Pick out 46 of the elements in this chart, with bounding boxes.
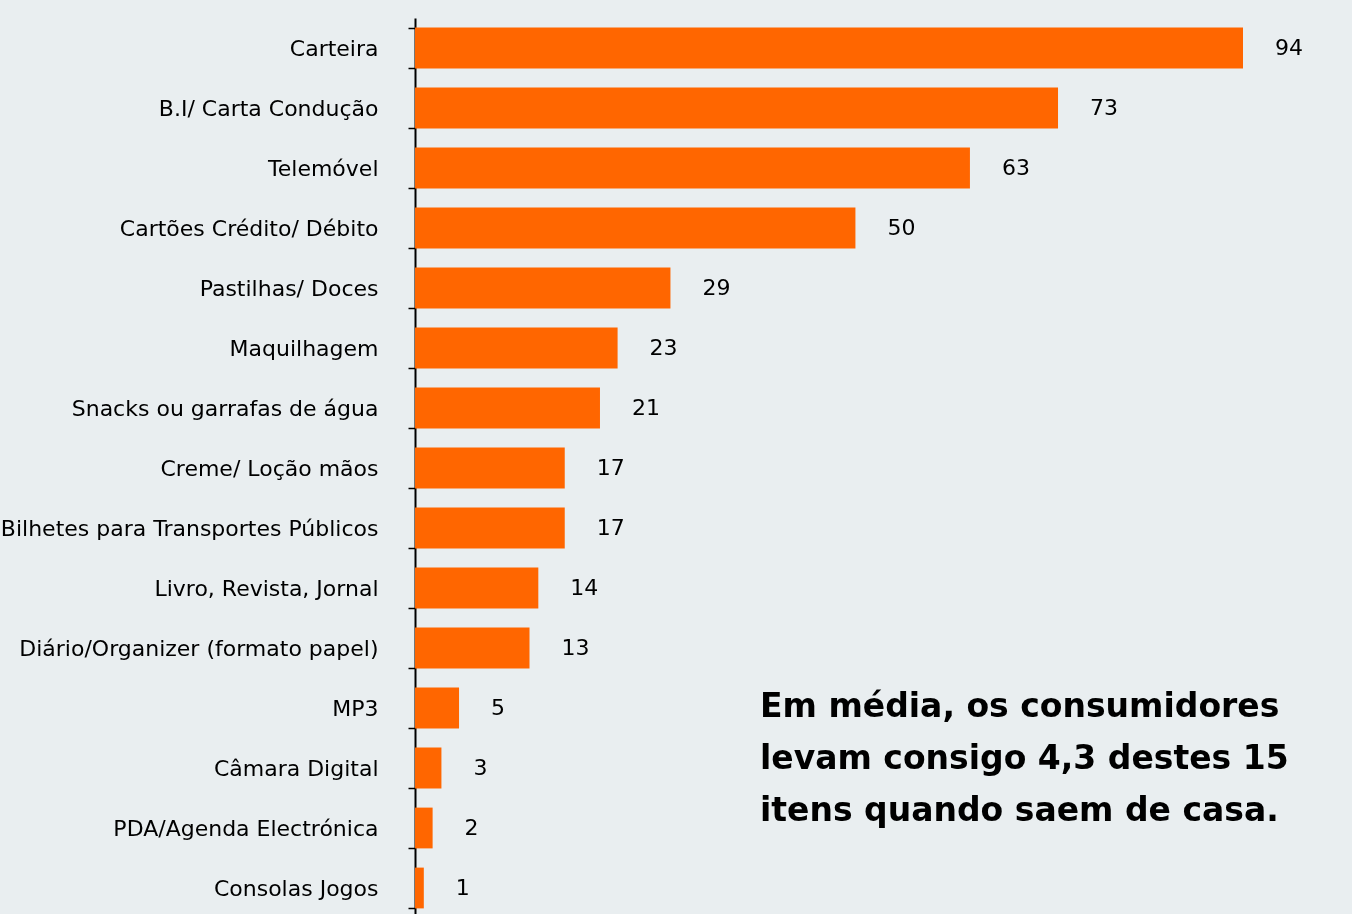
y-tick-label: Diário/Organizer (formato papel): [19, 635, 379, 661]
data-label: 23: [649, 335, 678, 360]
data-label: 17: [596, 455, 625, 480]
y-tick-label: B.I/ Carta Condução: [158, 95, 379, 121]
bar: [415, 387, 600, 429]
bar: [415, 207, 856, 249]
y-tick-label: Snacks ou garrafas de água: [71, 395, 379, 421]
annotation: Em média, os consumidores levam consigo 4,3 destes 15 itens quando saem de casa.: [760, 685, 1290, 831]
y-tick-label: Creme/ Loção mãos: [160, 455, 379, 481]
y-tick-label: Telemóvel: [267, 155, 379, 181]
data-label: 5: [491, 695, 506, 720]
bar: [415, 627, 530, 669]
y-tick-label: MP3: [332, 695, 379, 721]
bar: [415, 447, 565, 489]
bar: [415, 807, 433, 849]
bar: [415, 507, 565, 549]
bar: [415, 147, 970, 189]
bar: [415, 27, 1243, 69]
data-label: 1: [455, 875, 470, 900]
data-label: 94: [1275, 35, 1303, 60]
data-label: 50: [887, 215, 916, 240]
y-tick-label: Cartões Crédito/ Débito: [119, 215, 379, 241]
bar: [415, 747, 442, 789]
y-tick-label: PDA/Agenda Electrónica: [113, 815, 379, 841]
y-tick-label: Consolas Jogos: [213, 875, 379, 901]
y-tick-label: Pastilhas/ Doces: [199, 275, 379, 301]
y-tick-label: Livro, Revista, Jornal: [154, 575, 379, 601]
bar: [415, 867, 424, 909]
y-tick-label: Carteira: [289, 35, 379, 61]
data-label: 21: [631, 395, 660, 420]
y-tick-label: Bilhetes para Transportes Públicos: [0, 515, 379, 541]
bar: [415, 567, 539, 609]
bar: [415, 687, 460, 729]
bar: [415, 87, 1059, 129]
data-label: 14: [570, 575, 599, 600]
data-label: 3: [473, 755, 488, 780]
data-label: 73: [1090, 95, 1119, 120]
data-label: 63: [1001, 155, 1030, 180]
data-label: 2: [464, 815, 479, 840]
data-label: 13: [561, 635, 590, 660]
bar: [415, 327, 618, 369]
bar: [415, 267, 671, 309]
y-tick-label: Câmara Digital: [213, 755, 379, 781]
data-label: 17: [596, 515, 625, 540]
data-label: 29: [702, 275, 731, 300]
y-tick-label: Maquilhagem: [229, 335, 379, 361]
